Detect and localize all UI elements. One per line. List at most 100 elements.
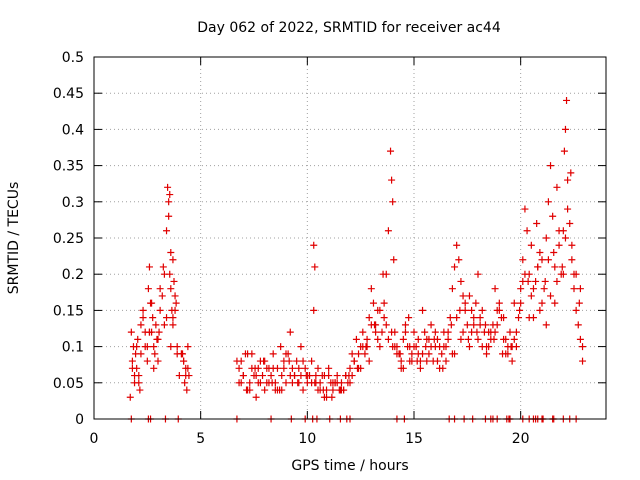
- data-point: [181, 379, 189, 387]
- data-point: [564, 205, 572, 213]
- data-point: [311, 379, 319, 387]
- x-tick-label: 15: [405, 431, 423, 447]
- data-point: [507, 343, 515, 351]
- data-point: [164, 183, 172, 191]
- data-point: [568, 256, 576, 264]
- data-point: [169, 321, 177, 329]
- data-point: [353, 364, 361, 372]
- data-point: [536, 306, 544, 314]
- y-tick-label: 0.35: [53, 159, 84, 175]
- data-point: [442, 343, 450, 351]
- data-point: [399, 364, 407, 372]
- data-point: [159, 263, 167, 271]
- data-point: [166, 270, 174, 278]
- data-point: [133, 343, 141, 351]
- data-point: [361, 350, 369, 358]
- data-point: [235, 364, 243, 372]
- data-point: [389, 198, 397, 206]
- data-point: [346, 379, 354, 387]
- data-point: [444, 335, 452, 343]
- data-point: [378, 328, 386, 336]
- data-point: [371, 321, 379, 329]
- data-point: [150, 343, 158, 351]
- data-point: [567, 169, 575, 177]
- data-point: [382, 321, 390, 329]
- data-point: [510, 335, 518, 343]
- data-point: [286, 372, 294, 380]
- data-point: [348, 350, 356, 358]
- data-point: [271, 386, 279, 394]
- data-point: [423, 357, 431, 365]
- data-point: [145, 328, 153, 336]
- data-point: [521, 270, 529, 278]
- data-point: [456, 306, 464, 314]
- data-point: [169, 314, 177, 322]
- data-point: [410, 328, 418, 336]
- data-point: [365, 357, 373, 365]
- y-tick-label: 0: [75, 412, 84, 428]
- data-point: [413, 357, 421, 365]
- data-point: [167, 248, 175, 256]
- data-point: [333, 372, 341, 380]
- data-point: [538, 256, 546, 264]
- data-point: [251, 364, 259, 372]
- data-point: [465, 292, 473, 300]
- data-point: [359, 328, 367, 336]
- data-point: [512, 328, 520, 336]
- data-point: [331, 379, 339, 387]
- data-point: [286, 328, 294, 336]
- data-point: [285, 357, 293, 365]
- data-point: [544, 256, 552, 264]
- data-point: [260, 357, 268, 365]
- data-point: [541, 277, 549, 285]
- data-point: [549, 212, 557, 220]
- data-point: [566, 220, 574, 228]
- data-point: [570, 285, 578, 293]
- data-point: [534, 263, 542, 271]
- data-point: [137, 350, 145, 358]
- data-point: [472, 299, 480, 307]
- data-point: [533, 220, 541, 228]
- data-point: [131, 379, 139, 387]
- data-point: [576, 335, 584, 343]
- data-point: [519, 256, 527, 264]
- data-point: [301, 364, 309, 372]
- data-point: [540, 285, 548, 293]
- data-point: [525, 314, 533, 322]
- data-point: [490, 335, 498, 343]
- y-tick-label: 0.2: [62, 267, 84, 283]
- data-point: [457, 335, 465, 343]
- data-point: [139, 306, 147, 314]
- y-tick-label: 0.4: [62, 122, 84, 138]
- data-point: [516, 306, 524, 314]
- y-tick-label: 0.45: [53, 86, 84, 102]
- data-point: [459, 292, 467, 300]
- data-point: [183, 386, 191, 394]
- data-point: [532, 277, 540, 285]
- data-point: [235, 379, 243, 387]
- data-point: [288, 364, 296, 372]
- data-point: [559, 270, 567, 278]
- data-point: [521, 205, 529, 213]
- data-point: [464, 335, 472, 343]
- data-point: [363, 335, 371, 343]
- data-point: [184, 364, 192, 372]
- data-point: [470, 314, 478, 322]
- data-point: [560, 147, 568, 155]
- data-point: [278, 372, 286, 380]
- data-point: [252, 372, 260, 380]
- data-point: [295, 364, 303, 372]
- data-point: [134, 335, 142, 343]
- data-point: [558, 263, 566, 271]
- data-point: [419, 306, 427, 314]
- data-point: [468, 306, 476, 314]
- data-point: [474, 270, 482, 278]
- data-point: [314, 364, 322, 372]
- data-point: [579, 357, 587, 365]
- data-point: [563, 96, 571, 104]
- data-point: [478, 306, 486, 314]
- data-point: [376, 343, 384, 351]
- data-point: [277, 343, 285, 351]
- data-point: [369, 299, 377, 307]
- data-point: [485, 328, 493, 336]
